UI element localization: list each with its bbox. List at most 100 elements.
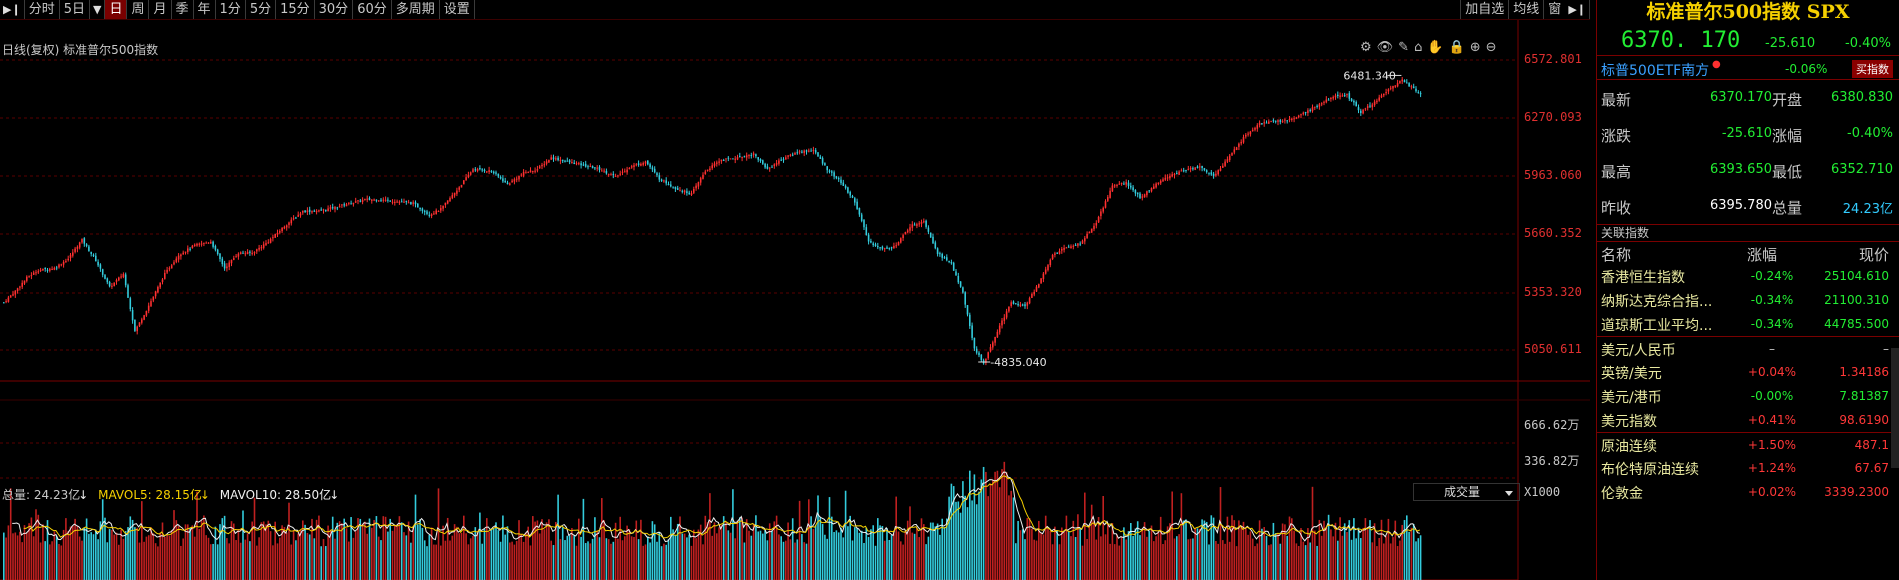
dropdown-arrow-icon[interactable]: ▼ bbox=[90, 0, 106, 19]
volume-bar bbox=[274, 521, 276, 580]
related-row[interactable]: 布伦特原油连续 +1.24% 67.67 bbox=[1597, 456, 1899, 480]
zoom-in-icon[interactable]: ⊕ bbox=[1469, 40, 1481, 55]
period-tab[interactable]: 30分 bbox=[315, 0, 354, 19]
related-row[interactable]: 美元指数 +0.41% 98.6190 bbox=[1597, 408, 1899, 432]
candle-body bbox=[952, 262, 955, 271]
volume-bar bbox=[1376, 546, 1378, 580]
related-row[interactable]: 美元/港币 -0.00% 7.81387 bbox=[1597, 384, 1899, 408]
volume-bar bbox=[814, 524, 817, 580]
period-tab[interactable]: 分时 bbox=[25, 0, 60, 19]
related-row[interactable]: 伦敦金 +0.02% 3339.2300 bbox=[1597, 480, 1899, 504]
candle-body bbox=[1343, 95, 1346, 97]
zoom-out-icon[interactable]: ⊖ bbox=[1485, 40, 1497, 55]
candle-body bbox=[727, 157, 730, 159]
volume-bar bbox=[699, 524, 702, 580]
volume-bar bbox=[373, 520, 375, 580]
volume-bar bbox=[279, 537, 281, 580]
volume-bar bbox=[382, 516, 385, 580]
play-back-icon[interactable]: ▶❙ bbox=[0, 0, 25, 19]
pen-icon[interactable]: ✎ bbox=[1398, 40, 1410, 55]
related-row[interactable]: 香港恒生指数 -0.24% 25104.610 bbox=[1597, 264, 1899, 288]
price-axis-label: 6270.093 bbox=[1524, 110, 1582, 124]
buy-index-button[interactable]: 买指数 bbox=[1852, 60, 1893, 78]
candle-body bbox=[773, 164, 776, 167]
period-tab[interactable]: 季 bbox=[172, 0, 194, 19]
volume-indicator-select[interactable]: 成交量 bbox=[1413, 483, 1520, 501]
volume-bar bbox=[980, 479, 983, 580]
period-tab[interactable]: 1分 bbox=[216, 0, 246, 19]
col-pct[interactable]: 涨幅 bbox=[1747, 246, 1778, 264]
related-row[interactable]: 美元/人民币 – – bbox=[1597, 336, 1899, 360]
hand-icon[interactable]: ✋ bbox=[1427, 40, 1444, 55]
volume-bar bbox=[350, 517, 352, 580]
etf-row[interactable]: 标普500ETF南方 ● -0.06% 买指数 bbox=[1597, 56, 1899, 80]
candle-body bbox=[495, 172, 497, 174]
candle-body bbox=[573, 162, 575, 165]
volume-bar bbox=[210, 544, 212, 580]
candle-body bbox=[479, 168, 481, 170]
volume-bar bbox=[679, 516, 681, 580]
volume-bar bbox=[253, 497, 256, 580]
panel-scrollbar[interactable] bbox=[1891, 348, 1899, 468]
candle-body bbox=[872, 243, 874, 246]
volume-bar bbox=[1189, 538, 1192, 580]
volume-bar bbox=[1410, 527, 1413, 580]
period-tab[interactable]: 5分 bbox=[246, 0, 277, 19]
candle-body bbox=[950, 262, 953, 264]
col-price[interactable]: 现价 bbox=[1858, 246, 1889, 264]
candle-body bbox=[1394, 85, 1397, 87]
toolbar-right-button[interactable]: 窗 bbox=[1543, 0, 1565, 19]
candle-body bbox=[683, 190, 686, 193]
candle-body bbox=[1399, 80, 1401, 84]
volume-bar bbox=[1247, 534, 1249, 580]
period-tab[interactable]: 日 bbox=[105, 0, 128, 19]
period-tab[interactable]: 月 bbox=[149, 0, 172, 19]
candle-body bbox=[458, 187, 460, 190]
volume-bar bbox=[578, 518, 580, 580]
volume-bar bbox=[801, 534, 803, 580]
candle-body bbox=[359, 200, 362, 202]
etf-name[interactable]: 标普500ETF南方 bbox=[1601, 63, 1710, 79]
candle-body bbox=[881, 246, 884, 249]
candle-body bbox=[157, 286, 159, 293]
settings-icon[interactable]: ⚙ bbox=[1360, 40, 1372, 55]
candle-body bbox=[844, 185, 847, 188]
volume-bar bbox=[764, 529, 766, 580]
period-tab[interactable]: 周 bbox=[127, 0, 150, 19]
col-name[interactable]: 名称 bbox=[1601, 246, 1632, 264]
related-row[interactable]: 纳斯达克综合指... -0.34% 21100.310 bbox=[1597, 288, 1899, 312]
related-pct: -0.00% bbox=[1750, 389, 1794, 403]
period-tab[interactable]: 15分 bbox=[276, 0, 315, 19]
period-tab[interactable]: 多周期 bbox=[392, 0, 440, 19]
volume-bar bbox=[331, 516, 334, 580]
eye-icon[interactable]: 👁 bbox=[1376, 40, 1394, 55]
candle-body bbox=[207, 242, 210, 244]
volume-bar bbox=[1040, 532, 1042, 580]
lock-icon[interactable]: 🔒 bbox=[1448, 40, 1465, 55]
candle-body bbox=[1028, 298, 1031, 304]
volume-bar bbox=[1208, 544, 1210, 580]
volume-bar bbox=[1132, 535, 1134, 580]
play-forward-icon[interactable]: ▶❙ bbox=[1565, 0, 1590, 19]
home-icon[interactable]: ⌂ bbox=[1414, 40, 1423, 55]
period-tab[interactable]: 年 bbox=[194, 0, 216, 19]
kline-chart[interactable]: 6481.340 -4835.040 bbox=[0, 20, 1590, 580]
candle-body bbox=[695, 185, 697, 189]
related-row[interactable]: 英镑/美元 +0.04% 1.34186 bbox=[1597, 360, 1899, 384]
related-row[interactable]: 道琼斯工业平均... -0.34% 44785.500 bbox=[1597, 312, 1899, 336]
period-tab[interactable]: 5日 bbox=[60, 0, 90, 19]
candle-body bbox=[520, 174, 523, 176]
volume-bar bbox=[423, 540, 426, 580]
candle-body bbox=[419, 207, 421, 210]
toolbar-right-button[interactable]: 加自选 bbox=[1460, 0, 1508, 19]
volume-bar bbox=[352, 537, 355, 580]
candle-body bbox=[759, 159, 762, 162]
related-row[interactable]: 原油连续 +1.50% 487.1 bbox=[1597, 432, 1899, 456]
period-tab[interactable]: 设置 bbox=[440, 0, 475, 19]
toolbar-right-button[interactable]: 均线 bbox=[1508, 0, 1543, 19]
volume-bar bbox=[925, 544, 927, 580]
volume-bar bbox=[672, 529, 674, 580]
period-tab[interactable]: 60分 bbox=[353, 0, 392, 19]
candle-body bbox=[1373, 101, 1376, 106]
candle-body bbox=[1380, 95, 1383, 98]
